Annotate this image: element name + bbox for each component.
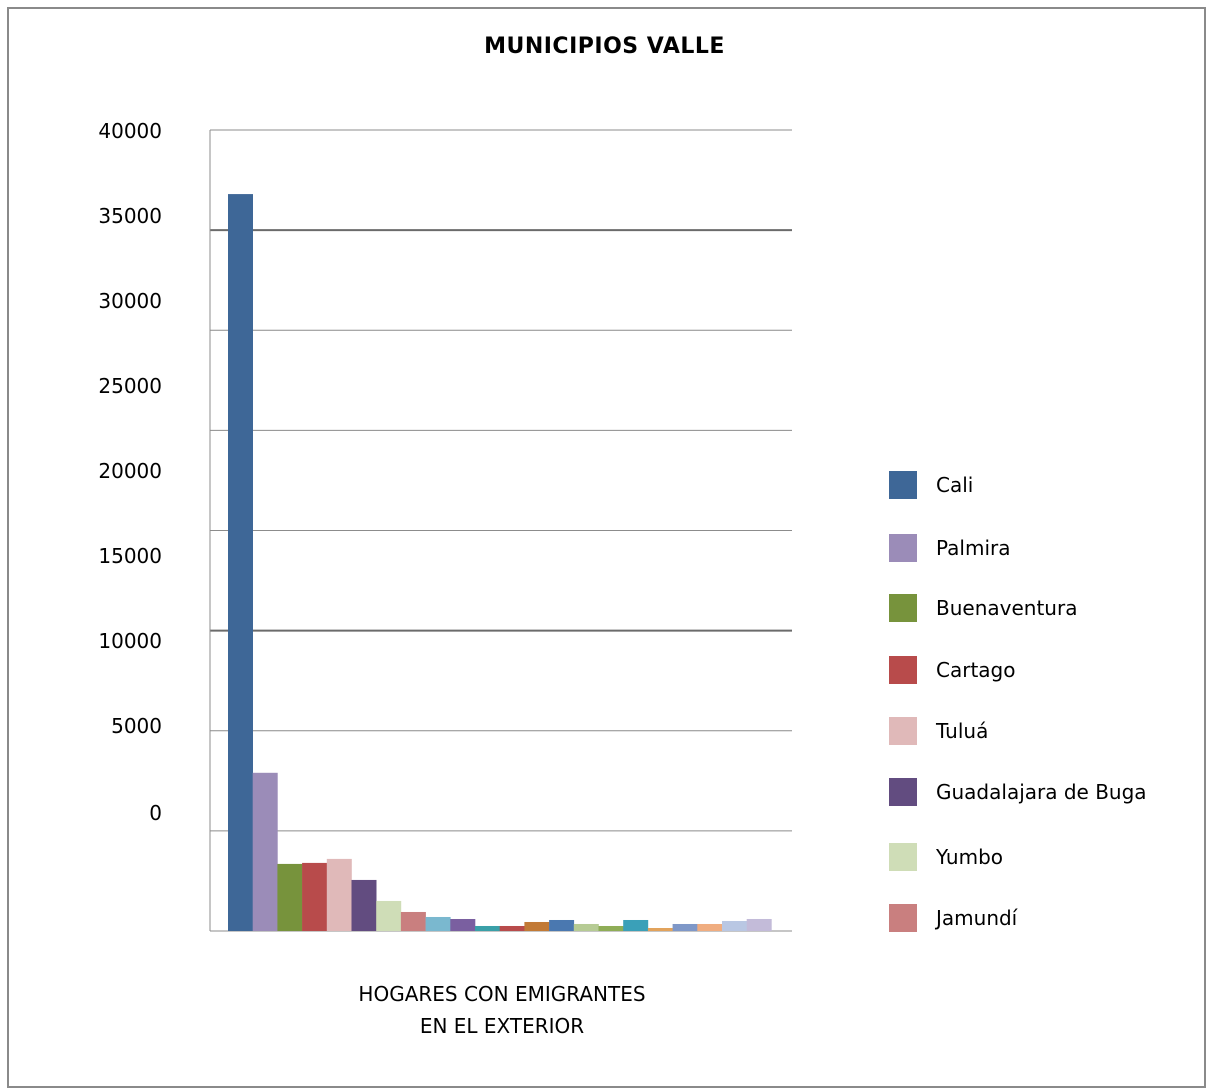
bar — [722, 921, 747, 931]
legend-label: Palmira — [936, 536, 1011, 560]
x-axis-label: HOGARES CON EMIGRANTES EN EL EXTERIOR — [292, 978, 712, 1042]
y-tick-label: 0 — [149, 801, 162, 825]
legend-label: Jamundí — [936, 906, 1017, 930]
legend-item: Buenaventura — [889, 593, 1077, 623]
bar — [426, 917, 451, 931]
legend-item: Guadalajara de Buga — [889, 777, 1147, 807]
bar — [228, 194, 253, 931]
legend-swatch — [889, 843, 917, 871]
legend-swatch — [889, 594, 917, 622]
bars — [228, 194, 772, 931]
legend-label: Cartago — [936, 658, 1015, 682]
y-tick-label: 5000 — [111, 714, 162, 738]
y-tick-label: 20000 — [98, 459, 162, 483]
x-axis-label-line: EN EL EXTERIOR — [292, 1010, 712, 1042]
bar — [376, 901, 401, 931]
gridlines — [210, 130, 792, 931]
legend-item: Cali — [889, 470, 973, 500]
bar — [352, 880, 377, 931]
bar — [475, 926, 500, 931]
legend-swatch — [889, 904, 917, 932]
bar — [500, 926, 525, 931]
y-tick-label: 30000 — [98, 289, 162, 313]
bar — [697, 924, 722, 931]
y-tick-label: 15000 — [98, 544, 162, 568]
legend-label: Guadalajara de Buga — [936, 780, 1147, 804]
legend-label: Buenaventura — [936, 596, 1077, 620]
bar — [327, 859, 352, 931]
legend-item: Jamundí — [889, 903, 1017, 933]
y-tick-labels: 40000 35000 30000 25000 20000 15000 10000 5000 0 — [98, 119, 162, 825]
y-tick-label: 10000 — [98, 629, 162, 653]
legend-label: Yumbo — [936, 845, 1003, 869]
legend-label: Cali — [936, 473, 973, 497]
legend-label: Tuluá — [936, 719, 988, 743]
bar — [648, 928, 673, 931]
bar — [673, 924, 698, 931]
bar — [302, 863, 327, 931]
bar — [747, 919, 772, 931]
bar — [574, 924, 599, 931]
legend-item: Cartago — [889, 655, 1015, 685]
y-tick-label: 40000 — [98, 119, 162, 143]
bar — [450, 919, 475, 931]
legend-swatch — [889, 471, 917, 499]
bar — [253, 773, 278, 931]
y-tick-label: 25000 — [98, 374, 162, 398]
legend-swatch — [889, 534, 917, 562]
legend-item: Yumbo — [889, 842, 1003, 872]
legend-swatch — [889, 778, 917, 806]
legend-item: Palmira — [889, 533, 1011, 563]
y-tick-label: 35000 — [98, 204, 162, 228]
legend-swatch — [889, 717, 917, 745]
bar — [524, 922, 549, 931]
bar — [549, 920, 574, 931]
bar — [277, 864, 302, 931]
legend-item: Tuluá — [889, 716, 988, 746]
bar — [623, 920, 648, 931]
legend-swatch — [889, 656, 917, 684]
bar — [599, 926, 624, 931]
x-axis-label-line: HOGARES CON EMIGRANTES — [292, 978, 712, 1010]
bar — [401, 912, 426, 931]
